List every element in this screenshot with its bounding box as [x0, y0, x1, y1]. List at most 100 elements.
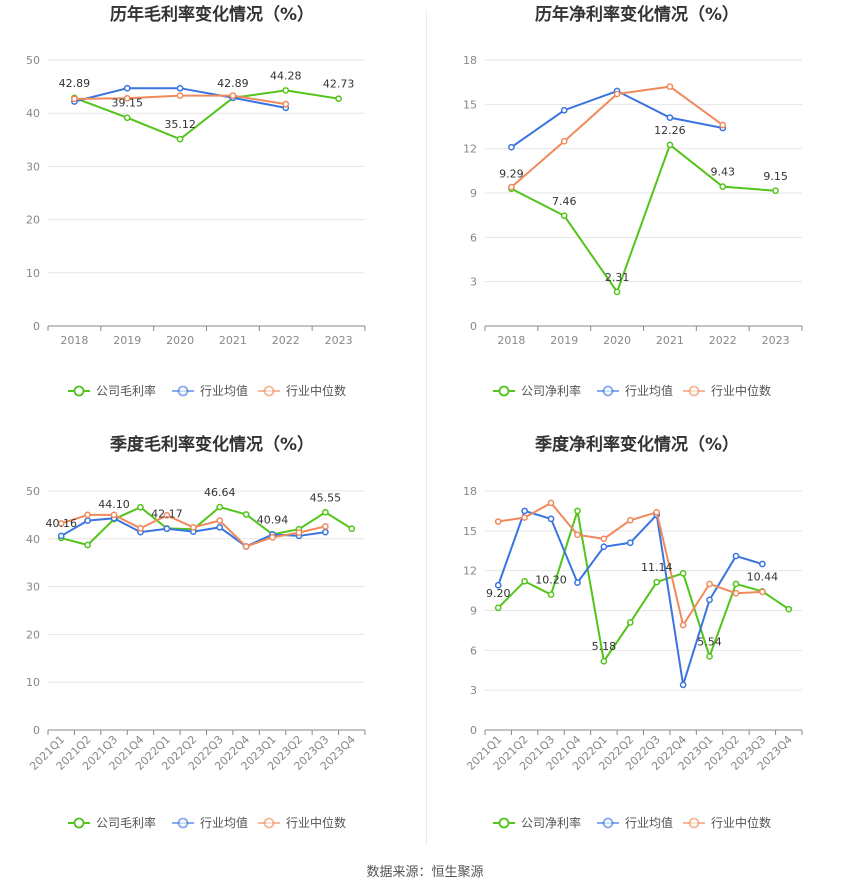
data-point-industry-median — [600, 535, 608, 543]
data-point-industry-average — [57, 532, 65, 540]
legend-label: 行业中位数 — [711, 815, 771, 830]
data-point-company — [547, 591, 555, 598]
x-tick-label: 2022 — [709, 334, 737, 347]
y-tick-label: 3 — [470, 276, 477, 289]
data-point-industry-median — [719, 121, 727, 129]
data-point-industry-median — [547, 499, 555, 507]
chart-svg: 历年毛利率变化情况（%） 0 10 20 30 40 50 2018 2019 2020 2021 2… — [26, 4, 366, 398]
chart-title: 季度毛利率变化情况（%） — [110, 434, 314, 455]
data-point-company — [282, 87, 290, 94]
legend-marker — [498, 817, 510, 829]
y-tick-label: 30 — [26, 581, 40, 594]
data-point-industry-average — [679, 681, 687, 689]
data-point-industry-median — [653, 508, 661, 516]
panel-divider — [426, 10, 427, 845]
y-tick-label: 6 — [470, 644, 477, 657]
data-point-company — [216, 503, 224, 511]
y-tick-label: 0 — [470, 320, 477, 333]
data-point-company — [772, 187, 779, 195]
legend-marker — [602, 385, 614, 397]
data-point-industry-average — [626, 539, 634, 547]
legend-label: 公司净利率 — [521, 383, 581, 398]
y-tick-label: 10 — [26, 676, 40, 689]
data-label: 42.17 — [151, 507, 183, 520]
y-tick-label: 12 — [463, 565, 477, 578]
data-label: 9.43 — [711, 166, 736, 179]
data-label: 7.46 — [552, 195, 577, 208]
x-tick-label: 2023 — [325, 334, 353, 347]
data-point-industry-average — [574, 579, 581, 586]
data-point-industry-median — [613, 90, 621, 98]
y-tick-label: 0 — [33, 724, 40, 737]
data-label: 9.20 — [486, 587, 511, 600]
chart-annual-net-margin: 历年净利率变化情况（%） 0 3 6 9 12 15 18 2018 2019 2020 2021 20… — [425, 0, 850, 430]
data-point-company — [706, 653, 713, 660]
legend-label: 行业中位数 — [286, 383, 346, 398]
legend-marker — [602, 817, 614, 829]
data-point-company — [732, 580, 740, 588]
data-point-company — [176, 135, 184, 143]
data-point-industry-median — [269, 534, 276, 541]
data-point-industry-median — [574, 531, 581, 539]
y-tick-label: 6 — [470, 231, 477, 244]
data-point-industry-median — [189, 523, 197, 531]
x-tick-label: 2018 — [497, 334, 525, 347]
x-tick-label: 2018 — [60, 334, 88, 347]
y-tick-label: 3 — [470, 684, 477, 697]
data-label: 5.54 — [697, 635, 722, 648]
data-label: 5.18 — [592, 640, 617, 653]
y-tick-label: 12 — [463, 143, 477, 156]
data-point-industry-median — [137, 524, 144, 532]
data-point-company — [348, 525, 356, 533]
chart-title: 季度净利率变化情况（%） — [535, 434, 739, 455]
series-line-company — [74, 89, 339, 141]
data-point-company — [242, 511, 250, 518]
chart-svg: 季度净利率变化情况（%）03691215182021Q12021Q22021Q3… — [463, 434, 803, 830]
x-tick-label: 2022 — [272, 334, 300, 347]
y-tick-label: 0 — [33, 320, 40, 333]
data-point-industry-average — [706, 596, 713, 604]
data-point-industry-median — [679, 621, 687, 629]
data-label: 10.44 — [747, 570, 779, 583]
y-tick-label: 0 — [470, 724, 477, 737]
legend-label: 行业中位数 — [286, 815, 346, 830]
data-point-company — [653, 578, 661, 586]
x-tick-label: 2023 — [762, 334, 790, 347]
data-label: 39.15 — [112, 97, 144, 110]
data-label: 2.31 — [605, 271, 630, 284]
legend-marker — [177, 385, 189, 397]
data-point-industry-median — [560, 137, 568, 145]
data-point-company — [666, 141, 674, 149]
data-point-industry-average — [732, 552, 740, 560]
data-point-company — [521, 577, 528, 585]
data-point-company — [785, 605, 793, 613]
y-tick-label: 9 — [470, 605, 477, 618]
data-point-industry-median — [759, 588, 766, 596]
data-label: 12.26 — [654, 124, 686, 137]
series-line-industry-median — [510, 85, 724, 188]
data-source-note: 数据来源：恒生聚源 — [366, 865, 484, 880]
x-tick-label: 2019 — [550, 334, 578, 347]
y-tick-label: 18 — [463, 485, 477, 498]
chart-title: 历年净利率变化情况（%） — [535, 4, 739, 25]
legend-marker — [73, 817, 85, 829]
data-point-company — [494, 604, 502, 612]
data-point-industry-median — [242, 543, 250, 550]
data-point-industry-average — [163, 525, 171, 533]
chart-annual-gross-margin: 历年毛利率变化情况（%） 0 10 20 30 40 50 2018 2019 2020 2021 2… — [0, 0, 425, 430]
data-point-industry-median — [666, 83, 674, 90]
data-label: 10.20 — [535, 574, 567, 587]
y-tick-label: 40 — [26, 107, 40, 120]
data-point-industry-median — [732, 589, 740, 597]
data-point-industry-average — [521, 507, 528, 515]
data-point-industry-median — [626, 516, 634, 524]
y-tick-label: 50 — [26, 54, 40, 67]
data-point-company — [84, 541, 91, 549]
legend-marker — [73, 385, 85, 397]
data-label: 45.55 — [310, 491, 342, 504]
series-line-company — [497, 510, 790, 664]
data-point-industry-average — [600, 543, 608, 551]
data-point-industry-median — [123, 94, 131, 102]
legend-marker — [688, 385, 700, 397]
x-tick-label: 2021 — [656, 334, 684, 347]
